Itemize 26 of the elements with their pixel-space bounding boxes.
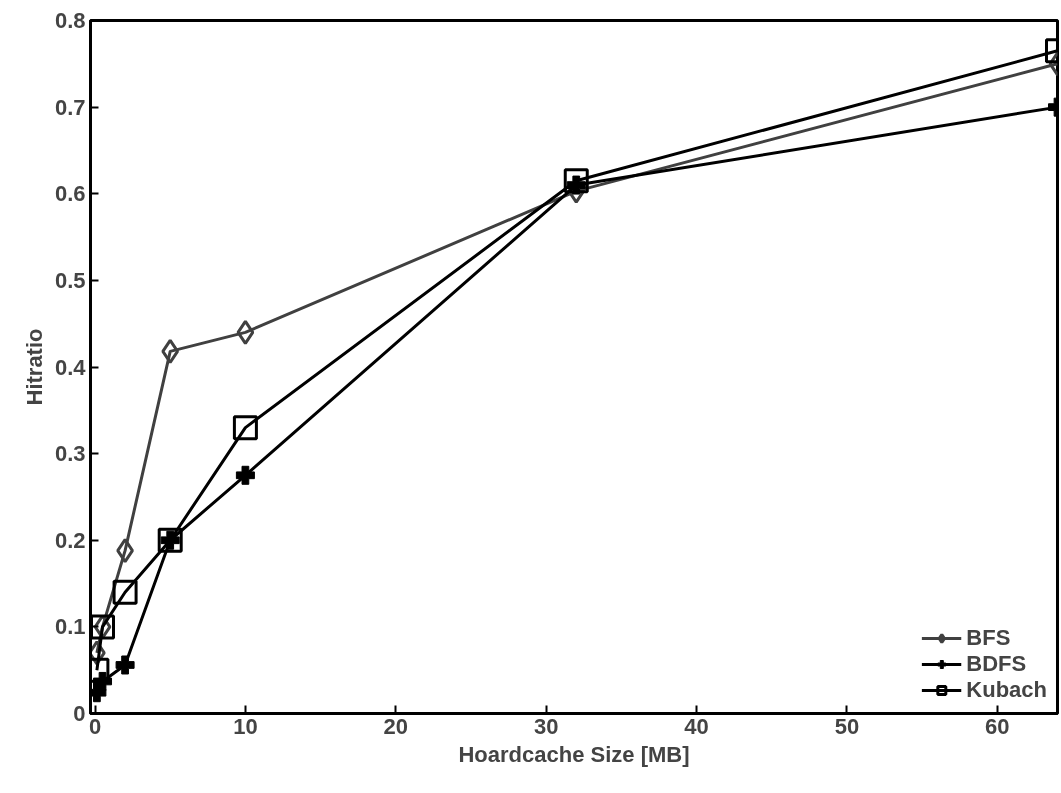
x-axis-title: Hoardcache Size [MB] bbox=[458, 741, 690, 767]
point bbox=[232, 415, 258, 441]
y-tick-label: 0.4 bbox=[54, 354, 87, 380]
y-tick-label: 0.2 bbox=[54, 527, 86, 553]
point bbox=[115, 655, 135, 675]
x-tick-label: 30 bbox=[533, 713, 559, 739]
x-tick-label: 60 bbox=[985, 713, 1010, 739]
point bbox=[235, 465, 255, 485]
y-axis-title: Hitratio bbox=[21, 328, 47, 406]
legend-label: Kubach bbox=[966, 677, 1047, 703]
x-tick-label: 40 bbox=[684, 713, 709, 739]
y-tick-label: 0.1 bbox=[54, 614, 86, 640]
y-tick-label: 0.5 bbox=[54, 267, 86, 293]
x-tick-label: 20 bbox=[383, 713, 409, 739]
y-tick-label: 0.3 bbox=[54, 441, 86, 467]
legend-label: BDFS bbox=[966, 651, 1027, 677]
point bbox=[161, 338, 180, 364]
legend-label: BFS bbox=[966, 625, 1011, 651]
point bbox=[112, 579, 138, 605]
y-tick-label: 0.8 bbox=[54, 8, 86, 33]
x-tick-label: 10 bbox=[233, 713, 258, 739]
y-tick-label: 0.6 bbox=[54, 181, 86, 207]
y-tick-label: 0.7 bbox=[54, 94, 86, 120]
point bbox=[563, 168, 589, 194]
x-tick-label: 50 bbox=[834, 713, 860, 739]
point bbox=[236, 319, 255, 345]
